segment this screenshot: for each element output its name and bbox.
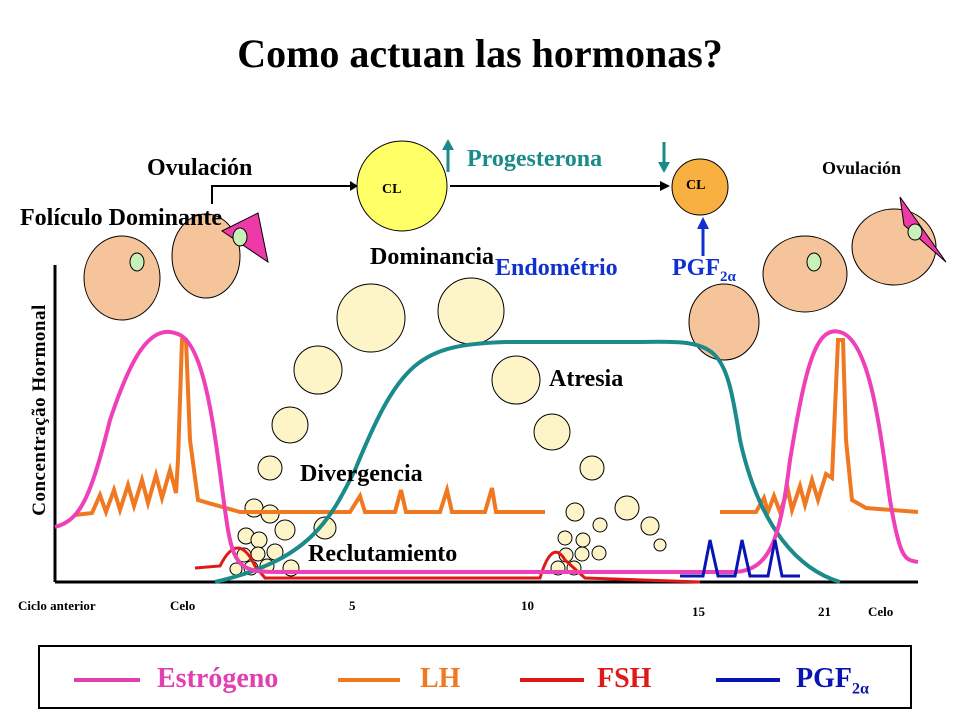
oocyte — [806, 252, 822, 272]
cl-label-right: CL — [686, 178, 706, 193]
recruitment-label: Reclutamiento — [308, 541, 458, 567]
divergence-label: Divergencia — [300, 461, 423, 487]
tick-15: 15 — [692, 604, 705, 619]
tick-21: 21 — [818, 604, 831, 619]
legend-estrogen: Estrógeno — [157, 663, 279, 694]
atresia-label: Atresia — [549, 366, 624, 392]
follicle — [688, 283, 760, 361]
dominance-label: Dominancia — [370, 244, 495, 270]
legend-lh: LH — [420, 663, 461, 694]
ovulation-wedge — [899, 196, 947, 263]
follicle — [762, 235, 848, 313]
lh-curve — [720, 338, 919, 519]
follicle-wave-1 — [229, 277, 605, 577]
progesterone-curve — [214, 339, 841, 584]
tick-10: 10 — [521, 598, 534, 613]
ovulation-arrow — [211, 185, 350, 204]
corpus-luteum-small — [671, 158, 729, 216]
legend-fsh: FSH — [597, 663, 652, 694]
legend-swatch-fsh — [520, 678, 584, 682]
tick-ciclo-anterior: Ciclo anterior — [18, 598, 96, 613]
dominant-follicle-label: Folículo Dominante — [20, 205, 222, 231]
page-title: Como actuan las hormonas? — [237, 31, 723, 76]
corpus-luteum-large — [356, 140, 448, 232]
y-axis-label: Concentração Hormonal — [29, 304, 50, 516]
tick-celo-right: Celo — [868, 604, 894, 619]
follicle-dominant — [851, 208, 937, 286]
follicle-dominant — [171, 213, 241, 299]
follicle-wave-2 — [550, 495, 667, 576]
legend-pgf: PGF2α — [796, 663, 869, 698]
legend: Estrógeno LH FSH PGF2α — [38, 645, 912, 709]
legend-swatch-pgf — [716, 678, 780, 682]
fsh-curve — [194, 546, 701, 584]
ovulation-label-left: Ovulación — [147, 155, 253, 181]
tick-5: 5 — [349, 598, 356, 613]
endometrium-label: Endométrio — [495, 255, 618, 281]
legend-swatch-estrogen — [74, 678, 140, 682]
tick-celo-left: Celo — [170, 598, 196, 613]
estrogen-curve — [54, 329, 919, 574]
oocyte — [129, 252, 145, 272]
progesterone-label: Progesterona — [467, 146, 603, 172]
pgf-label: PGF2α — [672, 255, 736, 285]
cl-label-left: CL — [382, 182, 402, 197]
pgf-pulses — [680, 539, 800, 578]
oocyte — [907, 223, 923, 241]
ovulation-label-right: Ovulación — [822, 158, 902, 178]
legend-swatch-lh — [338, 678, 400, 682]
follicle — [83, 235, 161, 321]
oocyte — [232, 227, 248, 247]
